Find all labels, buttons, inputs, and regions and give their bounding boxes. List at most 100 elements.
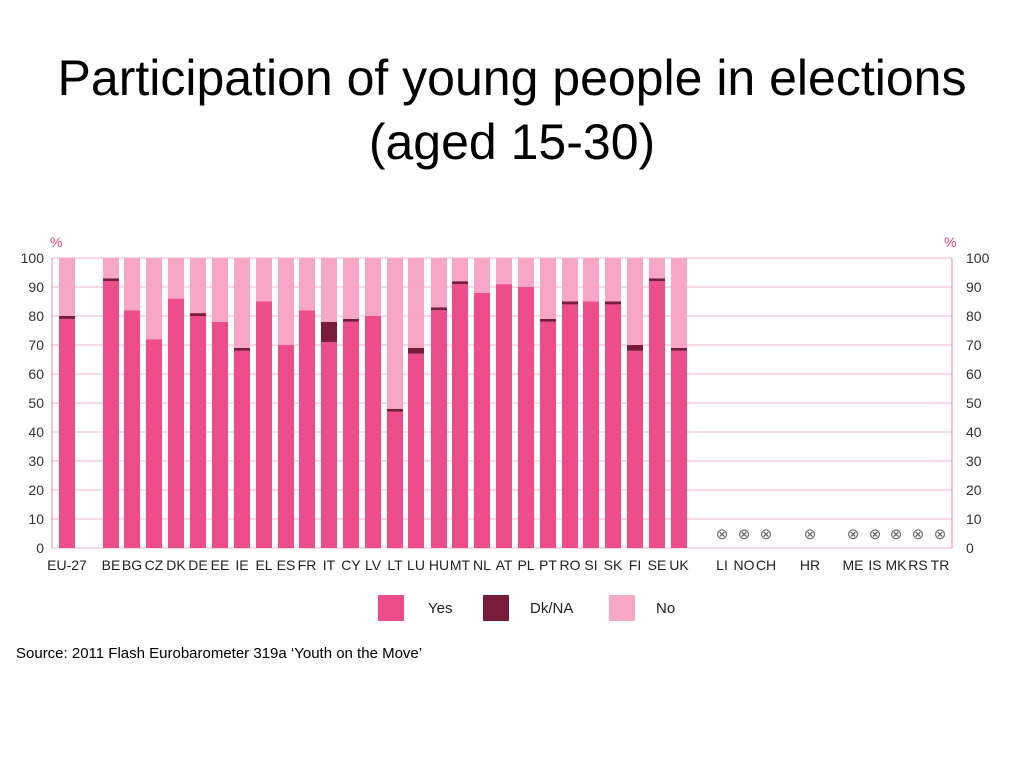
x-tick-label: TR [931, 557, 950, 573]
bar-no [452, 258, 468, 282]
bar-yes [168, 298, 184, 548]
bar-no [431, 258, 447, 308]
bar-no [321, 258, 337, 322]
bar-yes [212, 321, 228, 548]
x-tick-label: IT [323, 557, 336, 573]
x-tick-label: RO [560, 557, 581, 573]
y-tick-label-right: 100 [966, 250, 990, 266]
bar-no [234, 258, 250, 348]
bar-dkna [540, 318, 556, 322]
y-tick-label-left: 40 [28, 424, 44, 440]
bar-no [168, 258, 184, 299]
y-tick-label-left: 30 [28, 453, 44, 469]
bar-dkna [387, 408, 403, 412]
bar-yes [103, 281, 119, 548]
x-tick-label: MT [450, 557, 471, 573]
not-available-marker: ⊗ [934, 526, 947, 543]
legend-label: No [656, 600, 675, 617]
bar-no [212, 258, 228, 322]
x-tick-label: DK [166, 557, 186, 573]
bar-no [190, 258, 206, 314]
bar-no [146, 258, 162, 340]
x-tick-label: CH [756, 557, 776, 573]
not-available-marker: ⊗ [760, 526, 773, 543]
bar-yes [474, 292, 490, 548]
bar-yes [408, 353, 424, 548]
bar-no [103, 258, 119, 279]
x-tick-label: EL [255, 557, 272, 573]
not-available-marker: ⊗ [847, 526, 860, 543]
bar-yes [605, 304, 621, 548]
legend-label: Yes [428, 600, 452, 617]
bar-no [256, 258, 272, 302]
bar-yes [562, 304, 578, 548]
x-tick-label: FI [629, 557, 641, 573]
x-tick-label: LV [365, 557, 382, 573]
y-tick-label-left: 50 [28, 395, 44, 411]
bar-yes [583, 301, 599, 548]
bar-yes [234, 350, 250, 548]
bar-no [540, 258, 556, 319]
x-tick-label: NO [734, 557, 755, 573]
y-tick-label-right: 80 [966, 308, 982, 324]
y-tick-label-right: 10 [966, 511, 982, 527]
bar-no [124, 258, 140, 311]
bar-yes [431, 310, 447, 548]
bar-yes [299, 310, 315, 548]
bar-yes [627, 350, 643, 548]
bar-dkna [605, 301, 621, 305]
chart: ⊗ ⊗ ⊗ ⊗ ⊗ ⊗ ⊗ ⊗ ⊗ 0 0 10 10 20 20 30 30 40 40 50 50 60 60 70 70… [21, 234, 990, 621]
bar-yes [124, 310, 140, 548]
bar-no [649, 258, 665, 279]
bar-no [59, 258, 75, 316]
x-tick-label: LI [716, 557, 728, 573]
bar-dkna [431, 307, 447, 311]
bar-yes [256, 301, 272, 548]
bar-no [408, 258, 424, 348]
bar-yes [365, 316, 381, 548]
x-tick-label: EU-27 [47, 557, 87, 573]
x-tick-label: LU [407, 557, 425, 573]
bar-yes [518, 287, 534, 548]
bar-yes [496, 284, 512, 548]
y-tick-label-left: 10 [28, 511, 44, 527]
bar-dkna [649, 278, 665, 282]
bar-yes [190, 316, 206, 548]
bar-no [627, 258, 643, 345]
x-tick-label: IE [235, 557, 248, 573]
bar-dkna [671, 347, 687, 351]
bar-no [671, 258, 687, 348]
x-tick-label: CY [341, 557, 361, 573]
not-available-marker: ⊗ [890, 526, 903, 543]
x-tick-label: NL [473, 557, 491, 573]
x-tick-label: PT [539, 557, 557, 573]
x-tick-label: IS [868, 557, 881, 573]
bar-yes [321, 342, 337, 548]
not-available-marker: ⊗ [912, 526, 925, 543]
y-tick-label-left: 60 [28, 366, 44, 382]
not-available-marker: ⊗ [716, 526, 729, 543]
y-tick-label-left: 90 [28, 279, 44, 295]
bar-dkna [321, 321, 337, 343]
y-unit-left: % [50, 234, 62, 250]
y-tick-label-left: 100 [21, 250, 45, 266]
bar-yes [540, 321, 556, 548]
y-tick-label-right: 20 [966, 482, 982, 498]
x-tick-label: HU [429, 557, 449, 573]
bar-dkna [234, 347, 250, 351]
legend-swatch-dkna [483, 595, 509, 621]
bar-yes [343, 321, 359, 548]
bars: ⊗ ⊗ ⊗ ⊗ ⊗ ⊗ ⊗ ⊗ ⊗ [59, 258, 946, 548]
x-tick-label: CZ [145, 557, 164, 573]
x-tick-label: BG [122, 557, 142, 573]
bar-dkna [103, 278, 119, 282]
legend: Yes Dk/NA No [378, 595, 675, 621]
x-tick-label: SK [604, 557, 623, 573]
bar-dkna [452, 281, 468, 285]
x-tick-label: LT [387, 557, 403, 573]
bar-no [518, 258, 534, 287]
y-tick-label-right: 30 [966, 453, 982, 469]
y-tick-label-left: 20 [28, 482, 44, 498]
bar-no [387, 258, 403, 409]
legend-swatch-no [609, 595, 635, 621]
